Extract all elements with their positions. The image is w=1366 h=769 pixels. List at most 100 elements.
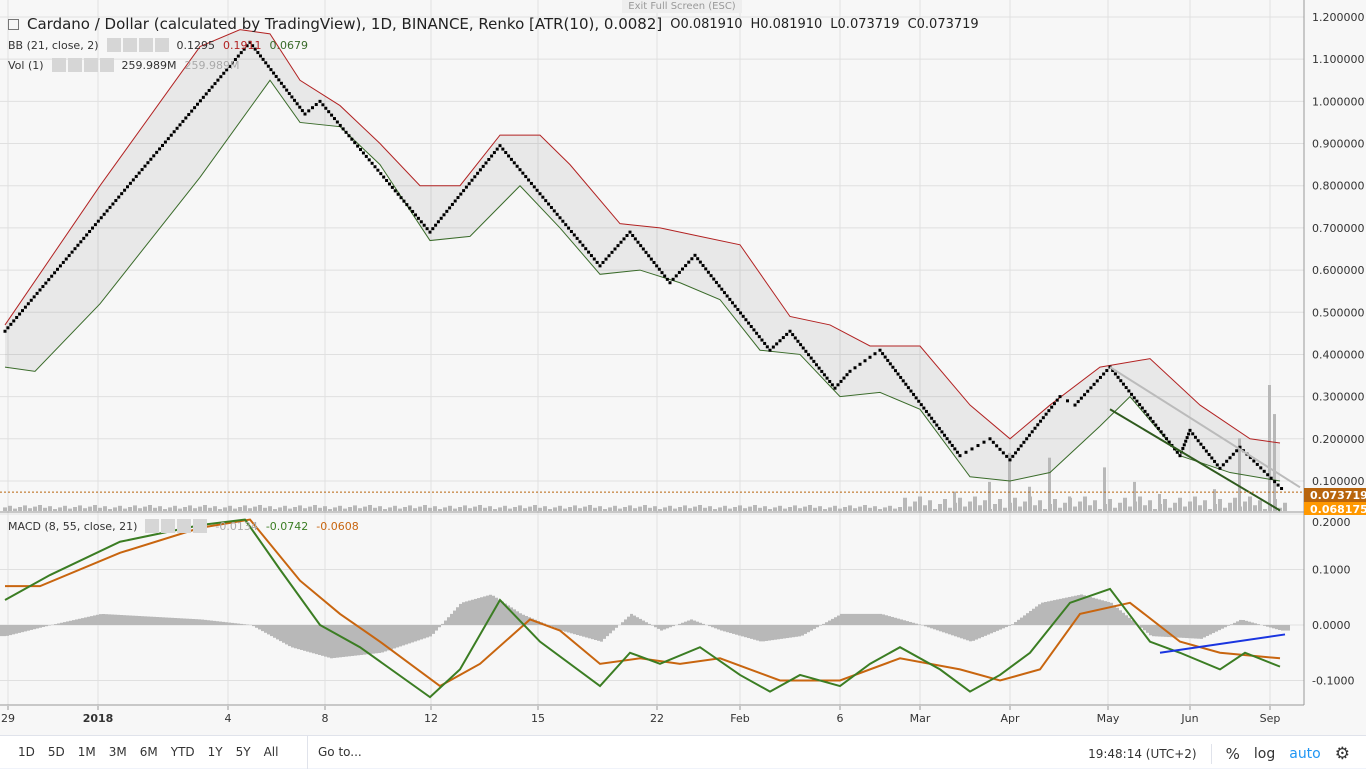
- macd-histogram-bar: [711, 625, 714, 627]
- range-6m[interactable]: 6M: [140, 745, 158, 759]
- renko-brick: [909, 390, 912, 393]
- eye-icon[interactable]: [107, 38, 121, 52]
- close-icon[interactable]: [193, 519, 207, 533]
- volume-bar: [1093, 500, 1097, 511]
- macd-histogram-bar: [687, 621, 690, 625]
- renko-brick: [983, 441, 986, 444]
- renko-brick: [374, 165, 377, 168]
- range-5y[interactable]: 5Y: [236, 745, 251, 759]
- renko-brick: [141, 168, 144, 171]
- renko-brick: [301, 109, 304, 112]
- chart-canvas[interactable]: 1.2000001.1000001.0000000.9000000.800000…: [0, 0, 1366, 735]
- macd-controls[interactable]: [145, 519, 207, 533]
- macd-histogram-bar: [699, 623, 702, 625]
- macd-histogram-bar: [1281, 625, 1284, 631]
- macd-histogram-bar: [600, 625, 603, 642]
- close-icon[interactable]: [100, 58, 114, 72]
- renko-brick: [561, 220, 564, 223]
- macd-histogram-bar: [984, 625, 987, 636]
- macd-histogram-bar: [930, 625, 933, 628]
- renko-brick: [681, 268, 684, 271]
- renko-brick: [202, 96, 205, 99]
- bb-label[interactable]: BB (21, close, 2): [8, 39, 99, 52]
- gear-icon[interactable]: [161, 519, 175, 533]
- macd-histogram-bar: [729, 625, 732, 633]
- renko-brick: [462, 189, 465, 192]
- macd-histogram-bar: [609, 625, 612, 633]
- renko-brick: [485, 161, 488, 164]
- log-toggle[interactable]: log: [1254, 746, 1275, 762]
- vol-label[interactable]: Vol (1): [8, 59, 44, 72]
- range-ytd[interactable]: YTD: [171, 745, 195, 759]
- range-all[interactable]: All: [264, 745, 279, 759]
- renko-brick: [675, 274, 678, 277]
- renko-brick: [1099, 376, 1102, 379]
- percent-toggle[interactable]: %: [1226, 745, 1240, 763]
- plus-icon[interactable]: [177, 519, 191, 533]
- renko-brick: [999, 448, 1002, 451]
- auto-toggle[interactable]: auto: [1289, 746, 1321, 762]
- volume-bar: [203, 505, 207, 511]
- gear-icon[interactable]: [123, 38, 137, 52]
- volume-bar: [518, 505, 522, 511]
- exit-fullscreen-button[interactable]: Exit Full Screen (ESC): [622, 0, 742, 13]
- volume-bar: [393, 506, 397, 511]
- macd-histogram-bar: [957, 625, 960, 637]
- macd-histogram-bar: [390, 625, 393, 649]
- macd-tick: 0.1000: [1312, 564, 1351, 577]
- vol-controls[interactable]: [52, 58, 114, 72]
- range-1y[interactable]: 1Y: [208, 745, 223, 759]
- renko-brick: [275, 75, 278, 78]
- range-1d[interactable]: 1D: [18, 745, 35, 759]
- close-icon[interactable]: [155, 38, 169, 52]
- macd-histogram-bar: [9, 625, 12, 635]
- renko-brick: [1045, 413, 1048, 416]
- macd-histogram-bar: [81, 618, 84, 625]
- renko-brick: [965, 451, 968, 454]
- range-5d[interactable]: 5D: [48, 745, 65, 759]
- macd-histogram-bar: [75, 619, 78, 625]
- volume-bar: [943, 499, 947, 511]
- renko-brick: [593, 257, 596, 260]
- macd-histogram-bar: [996, 625, 999, 631]
- plus-icon[interactable]: [139, 38, 153, 52]
- renko-brick: [4, 330, 7, 333]
- renko-brick: [723, 291, 726, 294]
- renko-brick: [277, 78, 280, 81]
- renko-brick: [190, 110, 193, 113]
- price-tick: 1.000000: [1312, 95, 1365, 108]
- volume-bar: [398, 509, 402, 511]
- eye-icon[interactable]: [52, 58, 66, 72]
- volume-bar: [1113, 508, 1117, 511]
- macd-histogram-bar: [990, 625, 993, 633]
- volume-bar: [378, 506, 382, 511]
- renko-brick: [785, 333, 788, 336]
- renko-brick: [694, 254, 697, 257]
- macd-histogram-bar: [1038, 604, 1041, 625]
- renko-brick: [1187, 432, 1190, 435]
- settings-gear-icon[interactable]: ⚙: [1335, 744, 1350, 764]
- eye-icon[interactable]: [145, 519, 159, 533]
- range-3m[interactable]: 3M: [109, 745, 127, 759]
- plus-icon[interactable]: [84, 58, 98, 72]
- volume-bar: [1228, 503, 1232, 511]
- macd-label[interactable]: MACD (8, 55, close, 21): [8, 520, 137, 533]
- range-1m[interactable]: 1M: [78, 745, 96, 759]
- gear-icon[interactable]: [68, 58, 82, 72]
- macd-histogram-bar: [270, 625, 273, 636]
- renko-brick: [678, 271, 681, 274]
- collapse-icon[interactable]: [8, 19, 19, 30]
- macd-histogram-bar: [672, 625, 675, 626]
- macd-histogram-bar: [819, 625, 822, 626]
- macd-histogram-bar: [1119, 610, 1122, 625]
- macd-histogram-bar: [243, 624, 246, 625]
- macd-histogram-bar: [777, 625, 780, 639]
- renko-brick: [1005, 455, 1008, 458]
- macd-histogram-bar: [1002, 625, 1005, 628]
- goto-button[interactable]: Go to...: [307, 736, 372, 769]
- bb-controls[interactable]: [107, 38, 169, 52]
- renko-brick: [802, 346, 805, 349]
- renko-brick: [91, 227, 94, 230]
- renko-brick: [1034, 427, 1037, 430]
